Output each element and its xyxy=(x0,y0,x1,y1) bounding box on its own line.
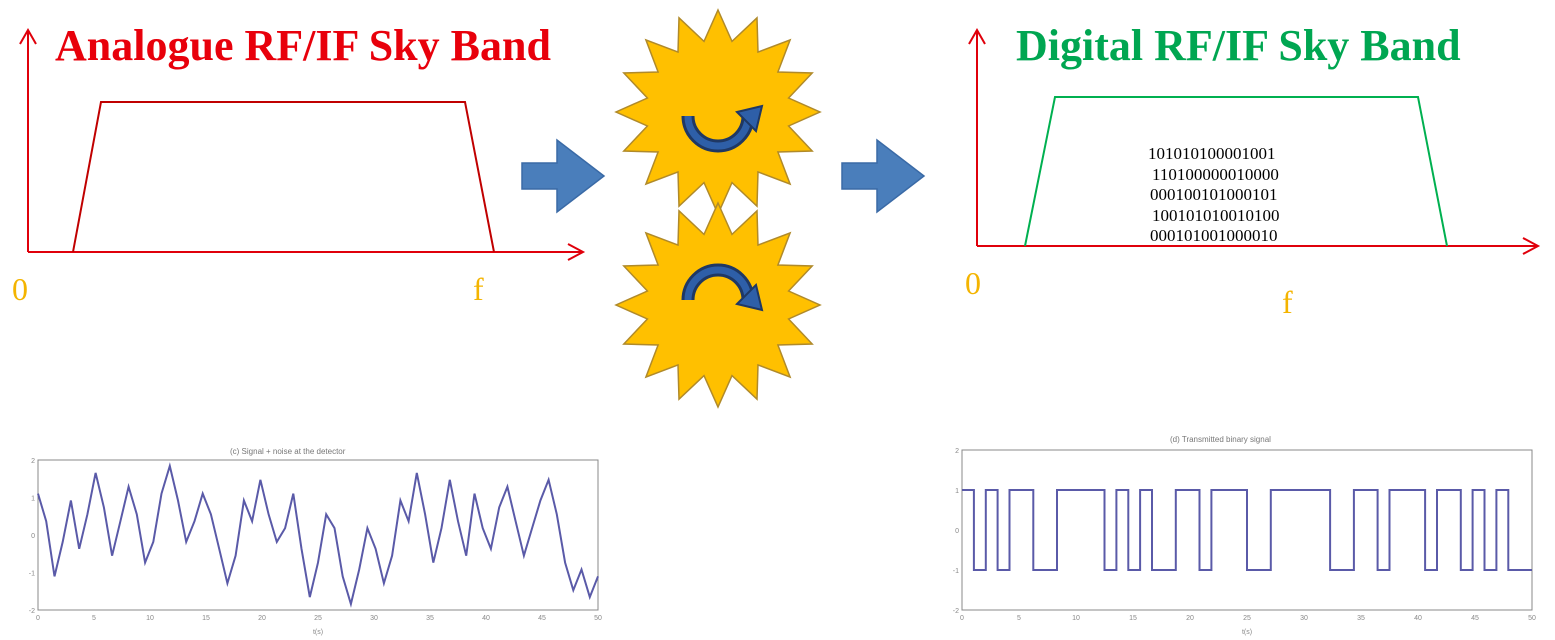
digital-plot-box xyxy=(961,449,1533,611)
digital-plot-title: (d) Transmitted binary signal xyxy=(1170,435,1271,444)
x-tick-label: 15 xyxy=(202,615,210,622)
y-tick-label: 2 xyxy=(955,448,959,455)
rotate-arrowhead-upper xyxy=(735,104,764,133)
y-tick-label: 0 xyxy=(955,528,959,535)
x-tick-label: 5 xyxy=(92,615,96,622)
digital-plot-svg: 0 5 10 15 20 25 30 35 40 45 50 210-1-2 t(s) xyxy=(953,448,1536,636)
analog-plot-series xyxy=(37,462,599,608)
x-tick-label: 10 xyxy=(1072,615,1080,622)
bit-row: 101010100001001 xyxy=(1148,144,1276,163)
x-tick-label: 20 xyxy=(258,615,266,622)
analog-freq-label: f xyxy=(473,271,484,307)
digital-band-shape xyxy=(1024,96,1448,247)
bit-row: 100101010010100 xyxy=(1152,205,1280,225)
y-tick-label: -1 xyxy=(29,571,35,578)
analog-plot-title: (c) Signal + noise at the detector xyxy=(230,447,346,456)
analog-axes xyxy=(19,27,586,261)
analog-band-title: Analogue RF/IF Sky Band xyxy=(55,21,551,70)
x-tick-label: 35 xyxy=(426,615,434,622)
x-tick-label: 0 xyxy=(36,615,40,622)
rotate-arrowhead-lower xyxy=(735,283,764,312)
x-tick-label: 10 xyxy=(146,615,154,622)
analog-plot-svg: 0 5 10 15 20 25 30 35 40 45 50 210-1-2 t(s) xyxy=(29,458,602,636)
digital-freq-label: f xyxy=(1282,284,1293,320)
analog-plot-xlabel: t(s) xyxy=(313,629,323,636)
x-tick-label: 25 xyxy=(1243,615,1251,622)
bit-row: 000100101000101 xyxy=(1150,185,1278,204)
right-arrow-left xyxy=(521,138,606,214)
analog-y-arrowhead xyxy=(19,27,37,45)
x-tick-label: 35 xyxy=(1357,615,1365,622)
x-tick-label: 15 xyxy=(1129,615,1137,622)
digital-band-title: Digital RF/IF Sky Band xyxy=(1016,21,1461,70)
digital-origin-label: 0 xyxy=(965,265,981,301)
analog-signal-plot: (c) Signal + noise at the detector 0 5 10 1… xyxy=(12,440,612,640)
digital-plot-series xyxy=(962,489,1532,571)
x-tick-label: 30 xyxy=(1300,615,1308,622)
bit-stream-block: 101010100001001 110100000010000 00010010… xyxy=(1148,144,1328,247)
x-tick-label: 50 xyxy=(594,615,602,622)
x-tick-label: 40 xyxy=(482,615,490,622)
digital-signal-plot: (d) Transmitted binary signal 0 5 10 15 20 25… xyxy=(942,426,1547,640)
x-tick-label: 25 xyxy=(314,615,322,622)
x-tick-label: 0 xyxy=(960,615,964,622)
y-tick-label: 1 xyxy=(955,488,959,495)
y-tick-label: 0 xyxy=(31,533,35,540)
sun-lower xyxy=(614,201,822,409)
x-tick-label: 40 xyxy=(1414,615,1422,622)
sun-shape-lower xyxy=(614,201,822,409)
analog-origin-label: 0 xyxy=(12,271,28,307)
x-tick-label: 45 xyxy=(1471,615,1479,622)
bit-row: 110100000010000 xyxy=(1152,164,1279,184)
analog-x-arrowhead xyxy=(567,243,586,261)
x-tick-label: 45 xyxy=(538,615,546,622)
analog-band-shape xyxy=(72,101,495,253)
y-tick-label: 1 xyxy=(31,496,35,503)
sun-upper xyxy=(614,8,822,216)
analog-plot-box xyxy=(37,459,599,611)
y-tick-label: -2 xyxy=(953,608,959,615)
y-tick-label: -2 xyxy=(29,608,35,615)
digital-y-arrowhead xyxy=(968,27,986,45)
y-tick-label: 2 xyxy=(31,458,35,465)
digital-plot-xlabel: t(s) xyxy=(1242,629,1252,636)
y-tick-label: -1 xyxy=(953,568,959,575)
x-tick-label: 50 xyxy=(1528,615,1536,622)
x-tick-label: 30 xyxy=(370,615,378,622)
digital-x-arrowhead xyxy=(1522,237,1541,255)
bit-row: 000101001000010 xyxy=(1150,226,1278,245)
x-tick-label: 20 xyxy=(1186,615,1194,622)
digital-axes xyxy=(968,27,1541,255)
x-tick-label: 5 xyxy=(1017,615,1021,622)
sun-shape-upper xyxy=(614,8,822,216)
right-arrow-right xyxy=(841,138,926,214)
